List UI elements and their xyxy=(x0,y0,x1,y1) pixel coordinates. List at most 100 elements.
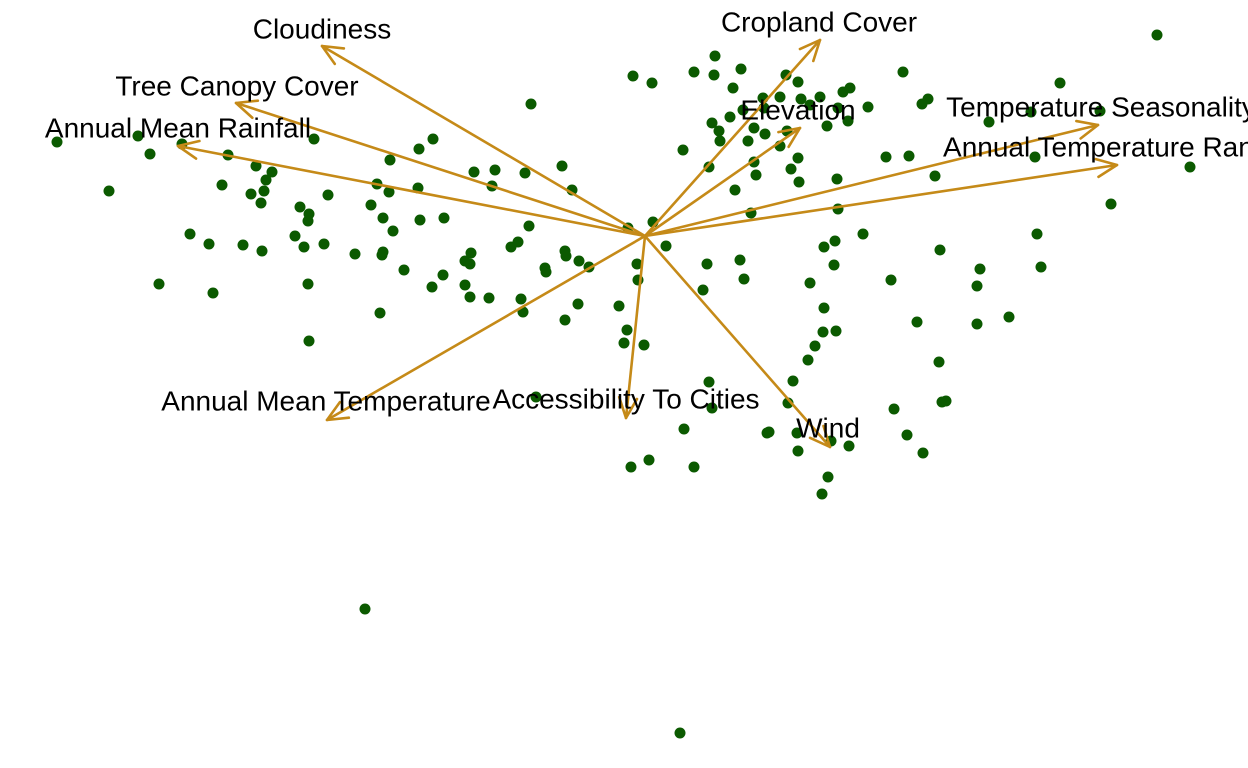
data-point xyxy=(934,244,946,256)
data-point xyxy=(132,130,144,142)
data-point xyxy=(844,82,856,94)
data-point xyxy=(207,287,219,299)
data-point xyxy=(618,337,630,349)
data-point xyxy=(917,447,929,459)
data-point xyxy=(842,115,854,127)
data-point xyxy=(724,111,736,123)
data-point xyxy=(809,340,821,352)
data-point xyxy=(759,128,771,140)
data-point xyxy=(308,133,320,145)
data-point xyxy=(785,163,797,175)
data-point xyxy=(735,63,747,75)
data-point xyxy=(1035,261,1047,273)
data-point xyxy=(706,402,718,414)
data-point xyxy=(737,104,749,116)
loading-labels: Cloudiness Cropland Cover Tree Canopy Cove… xyxy=(45,7,1248,444)
data-point xyxy=(465,247,477,259)
data-point xyxy=(613,300,625,312)
data-point xyxy=(294,201,306,213)
data-point xyxy=(804,99,816,111)
data-point xyxy=(818,302,830,314)
data-point xyxy=(377,246,389,258)
data-point xyxy=(742,135,754,147)
data-point xyxy=(255,197,267,209)
data-point xyxy=(703,376,715,388)
data-point xyxy=(971,318,983,330)
data-point xyxy=(1094,105,1106,117)
data-point xyxy=(318,238,330,250)
data-point xyxy=(828,259,840,271)
data-point xyxy=(646,77,658,89)
data-point xyxy=(817,326,829,338)
data-point xyxy=(216,179,228,191)
loading-label: Annual Temperature Range xyxy=(943,132,1248,163)
data-point xyxy=(688,461,700,473)
loading-arrow xyxy=(617,234,647,420)
data-point xyxy=(929,170,941,182)
data-point xyxy=(266,166,278,178)
data-point xyxy=(814,91,826,103)
data-point xyxy=(1054,77,1066,89)
data-point xyxy=(414,214,426,226)
data-point xyxy=(1031,228,1043,240)
data-point xyxy=(398,264,410,276)
loading-arrow xyxy=(325,234,647,422)
data-point xyxy=(791,427,803,439)
data-point xyxy=(523,220,535,232)
data-point xyxy=(897,66,909,78)
data-point xyxy=(51,136,63,148)
data-point xyxy=(708,69,720,81)
data-point xyxy=(674,727,686,739)
loading-arrow xyxy=(643,38,822,238)
data-point xyxy=(903,150,915,162)
data-point xyxy=(519,167,531,179)
data-point xyxy=(530,391,542,403)
data-point xyxy=(426,281,438,293)
arrow-head xyxy=(176,139,201,160)
loading-label: Tree Canopy Cover xyxy=(115,71,358,102)
loading-arrow xyxy=(643,234,832,449)
data-point xyxy=(677,144,689,156)
data-point xyxy=(792,76,804,88)
data-point xyxy=(638,339,650,351)
data-point xyxy=(780,69,792,81)
data-point xyxy=(660,240,672,252)
data-point xyxy=(377,212,389,224)
arrow-head xyxy=(1094,157,1119,179)
loading-label: Wind xyxy=(796,413,860,444)
data-point xyxy=(384,154,396,166)
data-point xyxy=(359,603,371,615)
data-point xyxy=(787,375,799,387)
loading-label: Cloudiness xyxy=(253,14,392,45)
data-point xyxy=(1029,151,1041,163)
data-point xyxy=(184,228,196,240)
data-point xyxy=(885,274,897,286)
loading-label: Cropland Cover xyxy=(721,7,917,38)
loading-arrow xyxy=(176,139,647,238)
data-point xyxy=(880,151,892,163)
data-point xyxy=(540,266,552,278)
data-point xyxy=(302,278,314,290)
data-point xyxy=(525,98,537,110)
data-point xyxy=(468,166,480,178)
data-point xyxy=(734,254,746,266)
data-point xyxy=(832,102,844,114)
data-point xyxy=(459,279,471,291)
loading-arrows xyxy=(176,38,1119,449)
data-point xyxy=(621,324,633,336)
data-point xyxy=(706,117,718,129)
data-point xyxy=(556,160,568,172)
loading-label: Annual Mean Temperature xyxy=(161,386,490,417)
loading-label: Annual Mean Rainfall xyxy=(45,113,311,144)
data-point xyxy=(748,122,760,134)
data-point xyxy=(631,258,643,270)
arrow-head xyxy=(777,126,802,149)
data-point xyxy=(701,258,713,270)
data-point xyxy=(438,212,450,224)
data-point xyxy=(245,188,257,200)
data-point xyxy=(888,403,900,415)
loading-arrow xyxy=(234,99,647,238)
data-point xyxy=(260,174,272,186)
arrow-head xyxy=(617,395,639,420)
